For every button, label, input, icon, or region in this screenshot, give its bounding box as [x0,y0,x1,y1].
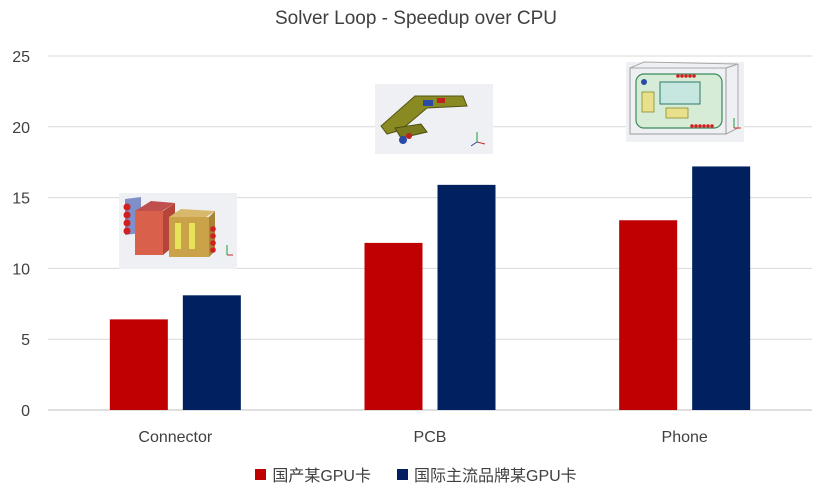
legend-swatch [397,468,408,480]
bar-pcb-series-2 [437,184,496,410]
pcb-model-thumbnail [375,84,493,154]
legend-swatch [255,468,267,480]
x-tick-label: Phone [662,429,708,446]
y-axis-ticks: 0 5 10 15 20 25 [12,49,30,420]
bar-connector-series-1 [109,319,168,410]
legend-item-series-2: 国际主流品牌某GPU卡 [397,462,577,486]
chart-title: Solver Loop - Speedup over CPU [275,8,557,29]
bar-phone-series-1 [619,220,678,410]
y-tick-label: 10 [12,261,30,278]
legend-label: 国产某GPU卡 [272,468,371,485]
x-tick-label: PCB [414,429,447,446]
bar-pcb-series-1 [364,242,423,410]
legend-item-series-1: 国产某GPU卡 [255,462,371,486]
y-tick-label: 15 [12,191,30,208]
bar-phone-series-2 [692,166,751,410]
phone-model-thumbnail [626,61,744,142]
model-thumbnails [119,61,744,269]
x-tick-label: Connector [138,429,212,446]
legend-label: 国际主流品牌某GPU卡 [414,468,577,485]
legend: 国产某GPU卡 国际主流品牌某GPU卡 [0,462,832,486]
y-tick-label: 25 [12,49,30,66]
bar-connector-series-2 [182,295,241,410]
connector-model-thumbnail [119,193,237,269]
bars [109,166,751,410]
y-tick-label: 0 [21,403,30,420]
y-tick-label: 5 [21,332,30,349]
x-axis-labels: Connector PCB Phone [138,429,707,446]
y-tick-label: 20 [12,120,30,137]
